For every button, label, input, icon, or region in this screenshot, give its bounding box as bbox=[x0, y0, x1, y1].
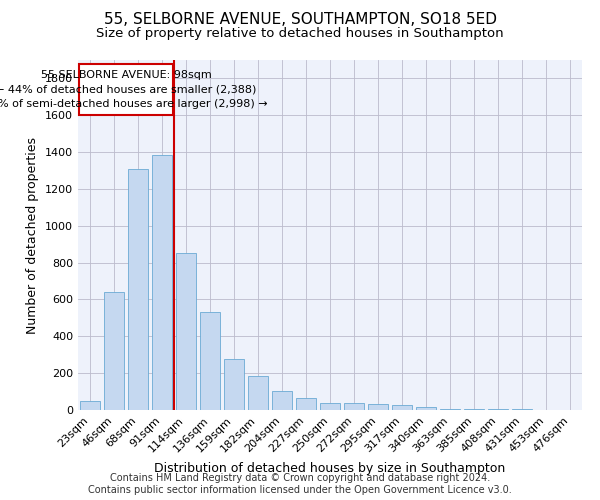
Bar bbox=[512, 409, 532, 410]
Bar bbox=[440, 409, 460, 410]
Bar bbox=[224, 360, 244, 410]
Bar bbox=[152, 155, 172, 410]
Bar bbox=[392, 406, 412, 410]
Text: 55 SELBORNE AVENUE: 98sqm: 55 SELBORNE AVENUE: 98sqm bbox=[41, 70, 211, 81]
Bar bbox=[296, 398, 316, 410]
Text: 55, SELBORNE AVENUE, SOUTHAMPTON, SO18 5ED: 55, SELBORNE AVENUE, SOUTHAMPTON, SO18 5… bbox=[104, 12, 497, 28]
Bar bbox=[176, 254, 196, 410]
Bar bbox=[104, 292, 124, 410]
Text: ← 44% of detached houses are smaller (2,388): ← 44% of detached houses are smaller (2,… bbox=[0, 84, 257, 94]
Bar bbox=[320, 403, 340, 410]
Bar bbox=[272, 390, 292, 410]
Bar bbox=[368, 404, 388, 410]
Bar bbox=[128, 168, 148, 410]
Text: Size of property relative to detached houses in Southampton: Size of property relative to detached ho… bbox=[96, 28, 504, 40]
Bar bbox=[200, 312, 220, 410]
X-axis label: Distribution of detached houses by size in Southampton: Distribution of detached houses by size … bbox=[154, 462, 506, 475]
Bar bbox=[464, 409, 484, 410]
Bar bbox=[488, 409, 508, 410]
Y-axis label: Number of detached properties: Number of detached properties bbox=[26, 136, 40, 334]
Text: 55% of semi-detached houses are larger (2,998) →: 55% of semi-detached houses are larger (… bbox=[0, 99, 268, 109]
FancyBboxPatch shape bbox=[79, 64, 173, 116]
Bar bbox=[80, 401, 100, 410]
Bar bbox=[416, 407, 436, 410]
Text: Contains HM Land Registry data © Crown copyright and database right 2024.
Contai: Contains HM Land Registry data © Crown c… bbox=[88, 474, 512, 495]
Bar bbox=[248, 376, 268, 410]
Bar bbox=[344, 403, 364, 410]
